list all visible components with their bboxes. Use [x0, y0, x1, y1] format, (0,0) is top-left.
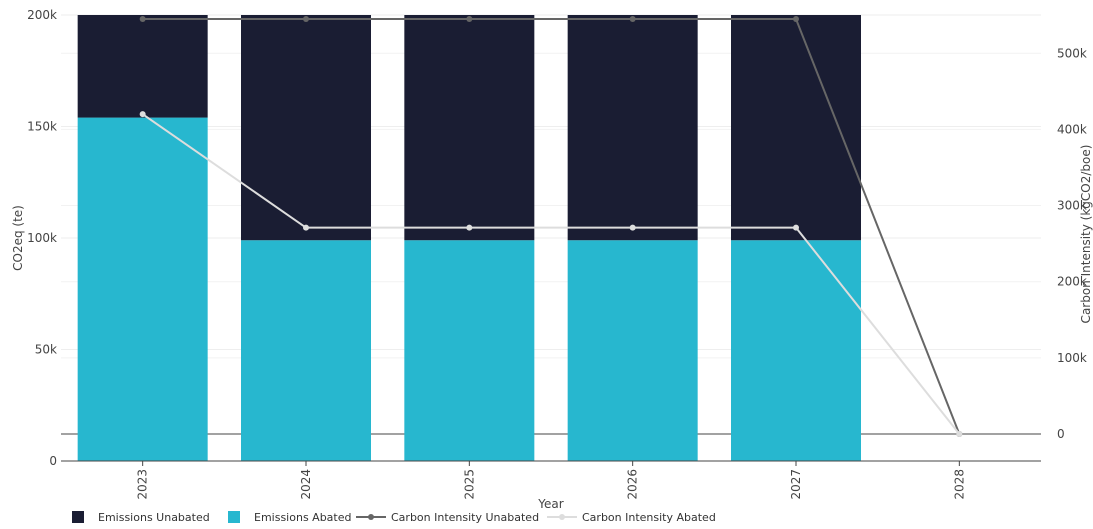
x-tick-label: 2025	[462, 469, 476, 500]
legend-carbon-intensity-unabated-label: Carbon Intensity Unabated	[391, 511, 539, 524]
bar-emissions-unabated	[241, 15, 371, 241]
line-carbon-intensity-abated-point	[466, 224, 473, 231]
line-carbon-intensity-unabated-point	[139, 16, 146, 22]
bar-emissions-abated	[567, 240, 698, 461]
intensity-lines	[139, 16, 963, 437]
legend-emissions-abated: Emissions Abated	[228, 511, 351, 524]
line-carbon-intensity-unabated-point	[466, 16, 473, 22]
line-carbon-intensity-abated-point	[303, 224, 309, 231]
x-tick-label: 2026	[626, 469, 640, 500]
y2-tick-label: 500k	[1057, 46, 1087, 60]
x-tick-label: 2023	[136, 469, 150, 500]
y2-axis-title: Carbon Intensity (kgCO2/boe)	[1079, 145, 1093, 324]
bar-emissions-unabated	[77, 15, 208, 118]
legend-emissions-unabated: Emissions Unabated	[72, 511, 210, 524]
x-tick-label: 2027	[789, 469, 803, 500]
legend: Emissions Unabated Emissions Abated Carbon…	[72, 511, 716, 524]
x-tick-label: 2028	[952, 469, 966, 500]
line-carbon-intensity-abated-point	[956, 431, 963, 437]
bar-emissions-abated	[241, 240, 371, 461]
x-axis-title: Year	[537, 497, 563, 511]
bar-emissions-unabated	[404, 15, 535, 241]
legend-emissions-unabated-swatch	[72, 511, 84, 523]
y2-tick-label: 0	[1057, 427, 1065, 441]
y2-tick-label: 200k	[1057, 275, 1087, 289]
y-tick-label: 50k	[35, 343, 57, 357]
legend-carbon-intensity-unabated: Carbon Intensity Unabated	[356, 511, 539, 524]
legend-carbon-intensity-abated: Carbon Intensity Abated	[547, 511, 716, 524]
line-carbon-intensity-unabated-point	[303, 16, 309, 22]
y2-tick-label: 300k	[1057, 199, 1087, 213]
line-carbon-intensity-unabated-point	[793, 16, 799, 22]
y-axis-title: CO2eq (te)	[11, 205, 25, 271]
legend-emissions-unabated-label: Emissions Unabated	[98, 511, 210, 524]
y2-tick-label: 400k	[1057, 122, 1087, 136]
axes: 0 50k 100k 150k 200k 0 100k 200k 300k 400k 500k 202…	[27, 8, 1087, 500]
line-carbon-intensity-abated-point	[629, 224, 636, 231]
line-carbon-intensity-unabated-point	[629, 16, 636, 22]
bar-emissions-abated	[731, 240, 861, 461]
gridlines	[61, 14, 1041, 435]
legend-carbon-intensity-unabated-marker	[368, 514, 374, 520]
legend-carbon-intensity-abated-marker	[559, 514, 565, 520]
legend-emissions-abated-label: Emissions Abated	[254, 511, 351, 524]
y-tick-label: 0	[49, 454, 57, 468]
y-tick-label: 150k	[27, 120, 57, 134]
x-tick-label: 2024	[299, 469, 313, 500]
bar-emissions-unabated	[567, 15, 698, 241]
line-carbon-intensity-abated-point	[139, 111, 146, 118]
line-carbon-intensity-abated-point	[793, 224, 799, 231]
line-carbon-intensity-abated	[142, 113, 961, 435]
y2-tick-label: 100k	[1057, 351, 1087, 365]
y-tick-label: 200k	[27, 8, 57, 22]
line-carbon-intensity-unabated	[142, 18, 961, 435]
bar-emissions-abated	[404, 240, 535, 461]
y-tick-label: 100k	[27, 231, 57, 245]
bar-emissions-abated	[77, 117, 208, 461]
legend-emissions-abated-swatch	[228, 511, 240, 523]
legend-carbon-intensity-abated-label: Carbon Intensity Abated	[582, 511, 716, 524]
bar-emissions-unabated	[731, 15, 861, 241]
bars	[77, 15, 861, 461]
